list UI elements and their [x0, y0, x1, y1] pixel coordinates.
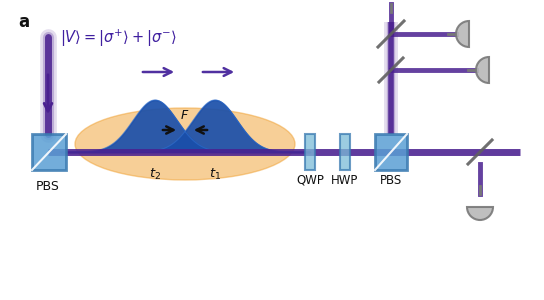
- Text: $\mathbf{a}$: $\mathbf{a}$: [18, 13, 30, 31]
- Text: $F$: $F$: [180, 109, 190, 122]
- Bar: [305, 134, 315, 170]
- Bar: [32, 134, 66, 170]
- Text: PBS: PBS: [36, 181, 60, 194]
- Text: HWP: HWP: [331, 173, 358, 187]
- Wedge shape: [476, 57, 489, 83]
- Wedge shape: [467, 207, 493, 220]
- Text: PBS: PBS: [380, 173, 402, 187]
- Bar: [375, 134, 407, 170]
- Wedge shape: [456, 21, 469, 47]
- Bar: [340, 134, 350, 170]
- Ellipse shape: [75, 108, 295, 180]
- Text: QWP: QWP: [296, 173, 324, 187]
- Text: $t_2$: $t_2$: [149, 167, 161, 182]
- Text: $t_1$: $t_1$: [209, 167, 221, 182]
- Text: $|V\rangle=|\sigma^{+}\rangle+|\sigma^{-}\rangle$: $|V\rangle=|\sigma^{+}\rangle+|\sigma^{-…: [60, 27, 177, 49]
